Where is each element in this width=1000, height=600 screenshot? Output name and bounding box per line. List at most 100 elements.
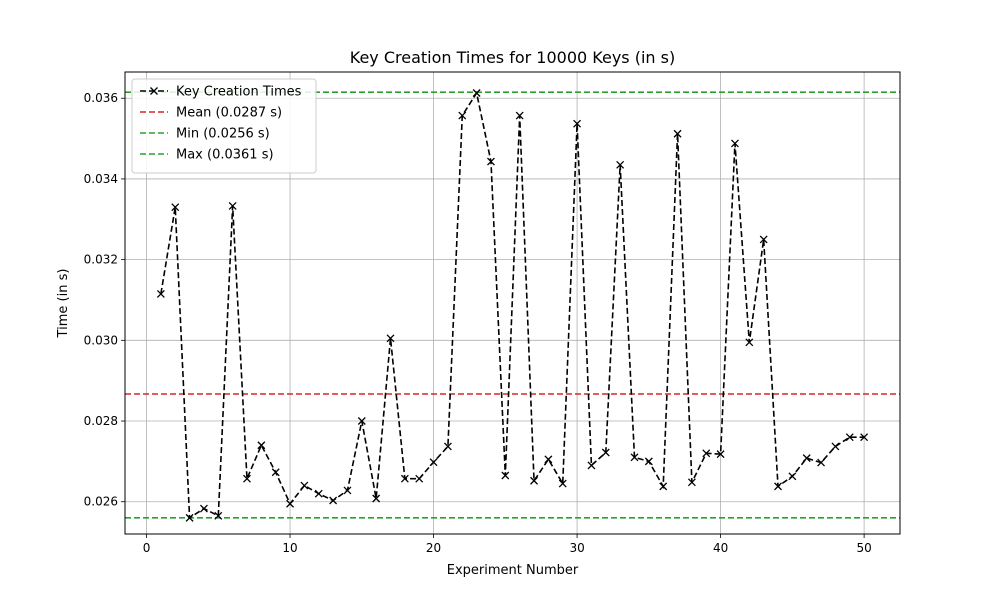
marker-stroke	[817, 458, 826, 467]
data-point-marker	[314, 489, 323, 498]
marker-stroke	[372, 494, 381, 503]
marker-stroke	[759, 235, 768, 244]
data-point-marker	[573, 119, 582, 128]
data-point-marker	[458, 111, 467, 120]
data-point-marker	[214, 511, 223, 520]
y-tick-label: 0.026	[84, 495, 118, 509]
marker-stroke	[386, 334, 395, 343]
marker-stroke	[687, 478, 696, 487]
legend-label: Mean (0.0287 s)	[176, 106, 282, 121]
marker-stroke	[329, 496, 338, 505]
marker-stroke	[429, 458, 438, 467]
marker-stroke	[845, 433, 854, 442]
marker-stroke	[501, 471, 510, 480]
marker-stroke	[400, 474, 409, 483]
data-point-marker	[817, 458, 826, 467]
data-point-marker	[228, 202, 237, 210]
x-tick-label: 10	[282, 541, 297, 555]
marker-stroke	[257, 441, 266, 450]
marker-stroke	[228, 202, 237, 210]
data-point-marker	[487, 157, 495, 166]
marker-stroke	[702, 449, 711, 458]
data-point-marker	[802, 454, 811, 463]
legend-item: Key Creation Times	[140, 85, 302, 100]
y-tick-label: 0.036	[84, 91, 118, 105]
data-point-marker	[716, 450, 725, 459]
marker-stroke	[185, 513, 194, 522]
marker-stroke	[199, 504, 208, 513]
data-point-marker	[745, 338, 754, 347]
marker-stroke	[558, 479, 567, 488]
marker-stroke	[774, 482, 782, 491]
axis-ticks: 0 10 20 30 40 50 0.026 0.028 0.030 0.032 0.034 0.03…	[84, 91, 872, 555]
data-point-marker	[759, 235, 768, 244]
plot-area-frame	[124, 71, 901, 535]
marker-stroke	[515, 111, 524, 120]
data-point-marker	[329, 496, 338, 505]
y-tick-label: 0.032	[84, 253, 118, 267]
data-point-marker	[558, 479, 567, 488]
marker-stroke	[644, 457, 653, 466]
data-point-marker	[544, 455, 553, 464]
x-axis-label: Experiment Number	[447, 563, 579, 578]
marker-stroke	[214, 511, 223, 520]
marker-stroke	[171, 203, 180, 212]
data-point-marker	[845, 433, 854, 442]
marker-stroke	[472, 89, 481, 97]
legend-label: Key Creation Times	[176, 85, 302, 100]
legend: Key Creation Times Mean (0.0287 s) Min (0.…	[131, 78, 317, 174]
data-point-marker	[673, 129, 682, 138]
legend-label: Min (0.0256 s)	[176, 127, 270, 142]
data-point-marker	[185, 513, 194, 522]
y-tick-label: 0.030	[84, 333, 118, 347]
data-point-marker	[644, 457, 653, 466]
data-point-marker	[343, 486, 352, 495]
marker-stroke	[659, 482, 668, 491]
data-point-marker	[429, 458, 438, 467]
data-point-marker	[601, 448, 610, 457]
data-point-marker	[472, 89, 481, 97]
x-tick-label: 50	[856, 541, 871, 555]
marker-stroke	[487, 157, 495, 166]
data-point-marker	[400, 474, 409, 483]
data-point-marker	[156, 289, 165, 298]
marker-stroke	[271, 468, 280, 477]
marker-stroke	[745, 338, 754, 347]
data-point-marker	[616, 160, 625, 169]
marker-stroke	[357, 417, 366, 425]
marker-stroke	[544, 455, 553, 464]
marker-stroke	[243, 474, 251, 483]
data-point-marker	[199, 504, 208, 513]
data-point-marker	[357, 417, 366, 425]
x-tick-label: 40	[713, 541, 728, 555]
data-point-marker	[372, 494, 381, 503]
data-point-marker	[515, 111, 524, 120]
data-point-marker	[860, 433, 869, 442]
marker-stroke	[530, 476, 538, 485]
legend-item: Min (0.0256 s)	[140, 127, 270, 142]
marker-stroke	[300, 481, 309, 490]
marker-stroke	[443, 442, 452, 451]
data-point-marker	[730, 139, 739, 148]
series-line	[160, 90, 865, 520]
marker-stroke	[415, 474, 424, 483]
data-point-marker	[171, 203, 180, 212]
data-point-marker	[530, 476, 538, 485]
data-point-marker	[257, 441, 266, 450]
marker-stroke	[343, 486, 352, 495]
marker-stroke	[831, 442, 840, 451]
data-point-marker	[831, 442, 840, 451]
data-point-marker	[501, 471, 510, 480]
legend-marker-stroke	[150, 87, 158, 95]
legend-item: Max (0.0361 s)	[140, 148, 274, 163]
marker-stroke	[601, 448, 610, 457]
x-tick-label: 30	[569, 541, 584, 555]
data-point-marker	[415, 474, 424, 483]
chart-title: Key Creation Times for 10000 Keys (in s)	[350, 48, 675, 67]
data-point-marker	[659, 482, 668, 491]
marker-stroke	[788, 472, 797, 481]
data-point-marker	[630, 453, 639, 462]
y-axis-label: Time (in s)	[56, 269, 71, 339]
marker-stroke	[458, 111, 467, 120]
